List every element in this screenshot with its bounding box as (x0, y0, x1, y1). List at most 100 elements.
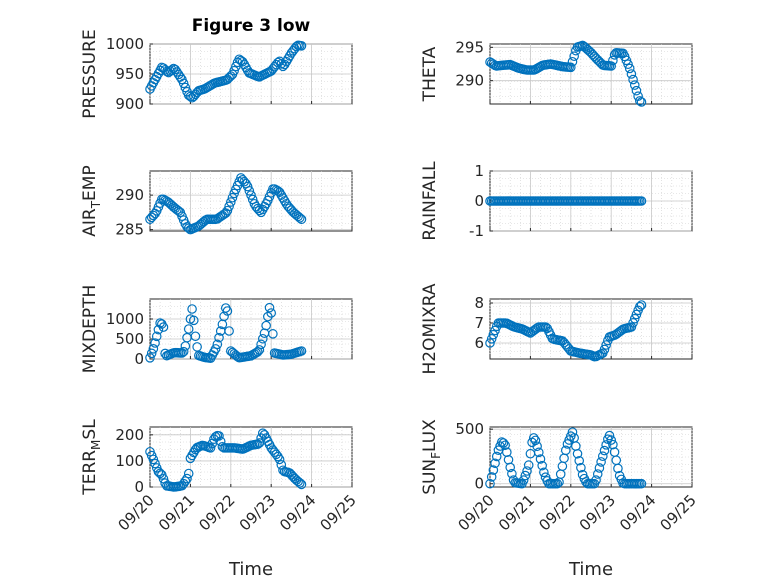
data-point (155, 468, 165, 479)
data-point (295, 213, 305, 223)
data-point (264, 302, 275, 313)
data-point (498, 438, 509, 448)
data-point (254, 345, 265, 355)
data-point (296, 40, 307, 51)
data-point (148, 454, 159, 465)
data-point (534, 447, 544, 458)
x-tick-label: 09/22 (195, 491, 238, 534)
figure-title: Figure 3 low (192, 16, 311, 36)
y-tick-label: 8 (474, 294, 484, 312)
data-point (565, 62, 576, 73)
data-point (636, 196, 647, 206)
y-axis-label: H2OMIXRA (420, 283, 440, 374)
data-point (523, 460, 534, 470)
data-point (597, 451, 608, 462)
data-point (224, 72, 234, 83)
x-tick-label: 09/22 (535, 491, 578, 534)
data-point (623, 59, 633, 70)
data-point (288, 471, 298, 482)
data-point (488, 329, 499, 340)
data-point (173, 206, 184, 216)
y-axis-label: PRESSURE (80, 29, 100, 118)
data-point (214, 431, 224, 441)
data-point (224, 201, 234, 212)
y-tick-label: 950 (115, 65, 144, 83)
series-markers (485, 196, 647, 206)
data-point (569, 51, 579, 62)
data-point (168, 63, 179, 74)
data-point (222, 74, 233, 85)
y-tick-label: 900 (115, 95, 144, 113)
data-point (165, 66, 175, 76)
data-point (486, 334, 497, 344)
x-axis-label: Time (568, 559, 613, 580)
data-point (274, 454, 285, 465)
data-point (257, 333, 268, 344)
y-axis-label-part: MIXDEPTH (80, 285, 100, 374)
series-markers (145, 173, 307, 235)
y-tick-label: 500 (115, 330, 144, 348)
data-point (178, 346, 189, 357)
y-tick-label: 100 (115, 452, 144, 470)
data-point (226, 71, 236, 81)
data-point (608, 439, 618, 450)
y-axis-label: THETA (420, 46, 440, 102)
x-tick-label: 09/23 (576, 491, 619, 534)
x-tick-label: 09/25 (317, 491, 360, 534)
data-point (167, 65, 177, 75)
data-point (613, 463, 623, 474)
series-markers (485, 300, 647, 362)
x-tick-label: 09/24 (616, 491, 659, 534)
x-tick-label: 09/20 (455, 491, 498, 534)
x-tick-label: 09/20 (115, 491, 158, 534)
data-point (187, 304, 197, 314)
data-point (187, 92, 197, 103)
data-point (633, 91, 643, 102)
data-point (491, 451, 502, 462)
data-point (246, 190, 256, 200)
data-point (148, 343, 159, 354)
data-point (229, 65, 239, 76)
data-point (145, 352, 155, 363)
data-point (239, 176, 250, 187)
data-point (628, 74, 638, 85)
data-point (552, 478, 563, 489)
y-axis-label-part: SL (80, 419, 100, 440)
data-point (635, 96, 645, 106)
data-point (251, 347, 261, 358)
data-point (276, 58, 287, 69)
y-axis-label: AIRTEMP (80, 165, 103, 236)
subplot-4: 0 500 1000 MIXDEPTH (80, 285, 353, 374)
data-point (518, 475, 529, 485)
data-point (151, 331, 162, 342)
y-axis-label: SUNFLUX (420, 419, 443, 495)
y-axis-label-subscript: M (89, 440, 103, 450)
series-markers (145, 40, 307, 103)
series-markers (485, 427, 647, 489)
y-axis-label-part: PRESSURE (80, 29, 100, 118)
data-point (522, 466, 532, 476)
data-point (490, 458, 500, 469)
data-point (528, 433, 539, 443)
data-point (210, 344, 221, 354)
data-point (224, 326, 234, 336)
y-axis-label-subscript: F (429, 452, 443, 459)
data-point (591, 53, 601, 64)
data-point (172, 204, 182, 215)
subplot-3: -1 0 1 RAINFALL (420, 161, 693, 241)
data-point (173, 69, 184, 80)
y-tick-label: 0 (134, 478, 144, 496)
y-axis-label-part: AIR (80, 208, 100, 237)
y-tick-label: 6 (474, 334, 484, 352)
data-point (237, 56, 248, 67)
data-point (485, 338, 495, 348)
data-point (537, 460, 547, 471)
y-tick-label: 1000 (106, 35, 144, 53)
y-axis-label-part: LUX (420, 419, 440, 452)
data-point (296, 346, 307, 356)
data-point (631, 309, 642, 320)
data-point (209, 434, 219, 444)
subplot-2: 285 290 AIRTEMP (80, 165, 353, 239)
